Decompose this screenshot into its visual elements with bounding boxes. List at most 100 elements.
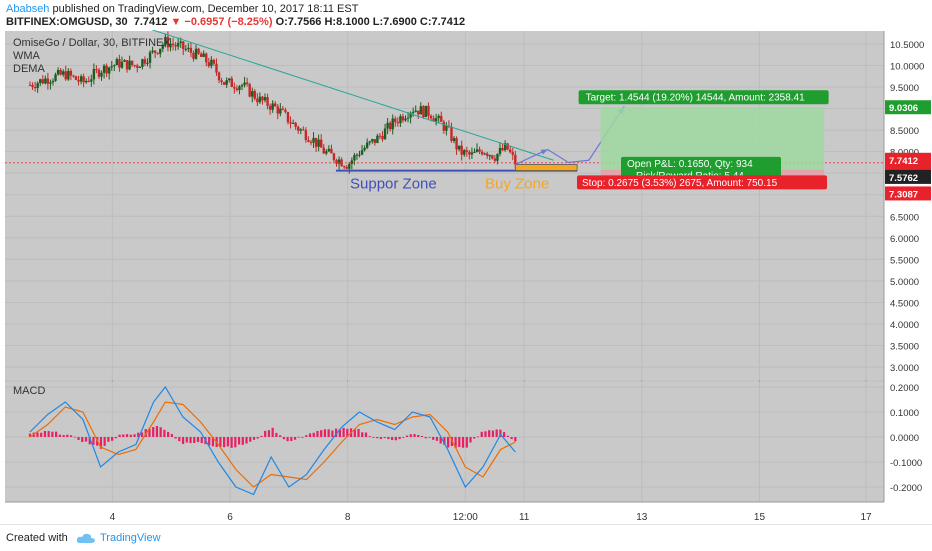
macd-hist-bar <box>118 434 121 437</box>
macd-hist-bar <box>473 437 476 439</box>
macd-hist-bar <box>439 437 442 444</box>
candle-body <box>358 154 361 156</box>
candle-body <box>488 155 491 157</box>
candle-body <box>169 43 172 48</box>
candle-body <box>110 66 113 68</box>
macd-hist-bar <box>107 437 110 442</box>
stop-price-tag: 7.3087 <box>889 189 918 200</box>
macd-hist-bar <box>170 434 173 437</box>
candle-body <box>199 53 203 57</box>
candle-body <box>253 91 256 99</box>
macd-hist-bar <box>245 437 248 444</box>
candle-body <box>411 111 415 113</box>
price-tick: 8.5000 <box>890 126 919 137</box>
macd-hist-bar <box>152 427 155 437</box>
price-tick: 6.0000 <box>890 234 919 245</box>
macd-hist-bar <box>271 427 274 437</box>
macd-hist-bar <box>163 429 166 437</box>
support-zone-label: Suppor Zone <box>350 176 437 193</box>
candle-body <box>332 153 336 161</box>
macd-hist-bar <box>189 437 192 444</box>
annotations: Suppor Zone Buy Zone Target: 1.4544 (19.20… <box>350 90 931 201</box>
candle-body <box>225 80 228 85</box>
macd-hist-bar <box>338 429 341 437</box>
candle-body <box>136 65 139 68</box>
candle-body <box>107 67 111 74</box>
entry-price-tag: 7.5762 <box>889 173 918 184</box>
tradingview-link[interactable]: TradingView <box>100 532 161 544</box>
candle-body <box>493 158 497 161</box>
macd-hist-bar <box>178 437 181 442</box>
macd-hist-bar <box>51 431 54 437</box>
target-price-tag: 9.0306 <box>889 103 918 114</box>
candle-body <box>72 75 75 77</box>
macd-hist-bar <box>140 432 144 437</box>
candle-body <box>243 82 246 86</box>
candle-body <box>138 66 142 68</box>
macd-hist-bar <box>193 437 196 443</box>
candle-body <box>176 43 180 47</box>
projection-arrowhead <box>540 149 548 155</box>
candle-body <box>166 36 170 48</box>
macd-hist-bar <box>301 436 304 438</box>
macd-hist-bar <box>361 432 364 437</box>
trendline[interactable] <box>136 30 554 161</box>
macd-hist-bar <box>379 437 383 440</box>
candle-body <box>360 150 364 155</box>
macd-hist-bar <box>447 437 450 448</box>
candle-body <box>297 126 300 131</box>
macd-hist-bar <box>424 437 427 439</box>
macd-hist-bar <box>40 432 43 437</box>
candle-body <box>378 135 382 137</box>
candle-body <box>424 105 428 118</box>
macd-hist-bar <box>454 437 457 448</box>
candle-body <box>363 147 366 151</box>
candle-body <box>125 60 129 70</box>
candle-body <box>276 106 279 114</box>
candle-body <box>133 65 136 67</box>
candle-body <box>49 82 52 84</box>
chart-canvas[interactable]: 3.0000 3.5000 4.0000 4.5000 5.0000 5.5000 6.00… <box>0 30 932 524</box>
macd-layer <box>28 385 517 496</box>
candle-body <box>279 108 282 114</box>
stop-price-tag-box <box>885 186 931 201</box>
macd-hist-bar <box>342 427 345 437</box>
candle-body <box>192 52 195 59</box>
macd-hist-bar <box>256 437 259 439</box>
macd-hist-bar <box>368 436 371 437</box>
macd-hist-bar <box>200 437 203 444</box>
candle-body <box>222 81 226 85</box>
candle-body <box>238 86 241 90</box>
target-label: Target: 1.4544 (19.20%) 14544, Amount: 2… <box>586 93 805 104</box>
candle-body <box>432 118 435 122</box>
macd-hist-bar <box>458 437 461 448</box>
candle-body <box>302 129 305 131</box>
candle-body <box>113 65 116 67</box>
candle-body <box>355 154 359 156</box>
buy-zone-rect[interactable] <box>514 164 578 172</box>
candle-body <box>194 48 198 59</box>
candle-body <box>409 112 412 118</box>
candle-body <box>371 139 374 142</box>
candle-body <box>506 143 509 150</box>
candle-body <box>445 125 448 131</box>
macd-hist-bar <box>252 437 256 440</box>
macd-hist-bar <box>219 437 222 447</box>
candle-body <box>36 83 39 89</box>
macd-hist-bar <box>122 434 125 437</box>
candle-body <box>263 97 267 101</box>
candle-body <box>350 160 354 164</box>
author-link[interactable]: Ababseh <box>6 3 50 15</box>
candle-body <box>437 115 440 119</box>
candle-body <box>470 152 474 155</box>
macd-hist-bar <box>226 437 229 447</box>
chart-header: Ababseh published on TradingView.com, De… <box>0 0 932 30</box>
macd-hist-bar <box>58 434 61 437</box>
price-pane <box>5 31 884 380</box>
candle-body <box>422 106 425 118</box>
candle-body <box>77 79 80 82</box>
macd-hist-bar <box>290 437 293 441</box>
candle-body <box>281 108 285 110</box>
macd-hist-bar <box>111 437 114 441</box>
candle-body <box>67 70 70 80</box>
